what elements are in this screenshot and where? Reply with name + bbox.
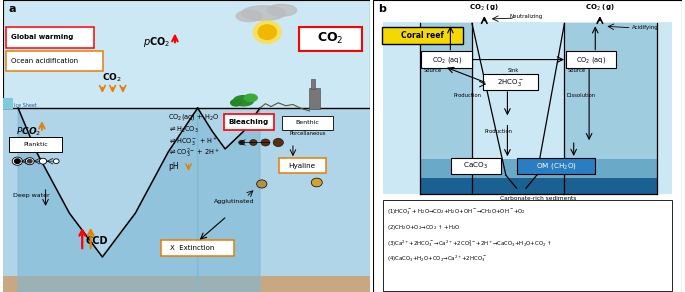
FancyBboxPatch shape bbox=[3, 108, 370, 292]
Text: CaCO$_3$: CaCO$_3$ bbox=[464, 161, 488, 171]
FancyBboxPatch shape bbox=[382, 22, 673, 194]
Text: a: a bbox=[9, 4, 16, 14]
Circle shape bbox=[250, 140, 257, 145]
Text: Bleaching: Bleaching bbox=[229, 119, 269, 125]
Text: $\rightleftharpoons$H$_2$CO$_3$: $\rightleftharpoons$H$_2$CO$_3$ bbox=[169, 125, 199, 135]
Text: Source: Source bbox=[423, 68, 441, 73]
Text: Acidifying: Acidifying bbox=[632, 25, 659, 30]
Text: 2HCO$_3^-$: 2HCO$_3^-$ bbox=[497, 77, 524, 88]
Text: Agglutinated: Agglutinated bbox=[214, 199, 255, 204]
FancyBboxPatch shape bbox=[3, 98, 12, 110]
Text: Coral reef: Coral reef bbox=[401, 31, 444, 39]
FancyBboxPatch shape bbox=[282, 116, 333, 130]
Circle shape bbox=[273, 138, 284, 147]
Circle shape bbox=[258, 25, 277, 39]
Text: Ice Sheet: Ice Sheet bbox=[14, 103, 36, 108]
FancyBboxPatch shape bbox=[310, 88, 320, 110]
Circle shape bbox=[257, 180, 267, 188]
FancyBboxPatch shape bbox=[310, 79, 315, 89]
Circle shape bbox=[25, 158, 34, 165]
Ellipse shape bbox=[245, 94, 257, 102]
FancyBboxPatch shape bbox=[566, 51, 616, 68]
FancyBboxPatch shape bbox=[382, 200, 673, 291]
Text: CO$_2$ (g): CO$_2$ (g) bbox=[585, 3, 614, 13]
Text: Global warming: Global warming bbox=[12, 34, 74, 40]
Text: Carbonate-rich sediments: Carbonate-rich sediments bbox=[500, 196, 576, 201]
Text: Production: Production bbox=[484, 129, 512, 134]
FancyBboxPatch shape bbox=[419, 23, 472, 194]
Text: CCD: CCD bbox=[86, 236, 108, 246]
Text: X  Extinction: X Extinction bbox=[170, 245, 214, 251]
FancyBboxPatch shape bbox=[299, 27, 362, 51]
FancyBboxPatch shape bbox=[162, 240, 234, 256]
FancyBboxPatch shape bbox=[419, 178, 657, 194]
Text: Hyaline: Hyaline bbox=[288, 163, 316, 168]
Text: Sink: Sink bbox=[508, 68, 519, 73]
Ellipse shape bbox=[231, 100, 242, 106]
Text: Production: Production bbox=[453, 93, 482, 98]
Ellipse shape bbox=[236, 11, 262, 22]
Text: CO$_2$ (aq): CO$_2$ (aq) bbox=[576, 55, 606, 65]
Text: pH: pH bbox=[169, 162, 179, 171]
Circle shape bbox=[253, 21, 282, 43]
Text: (2)CH$_2$O+O$_2$→CO$_2$ ↑ +H$_2$O: (2)CH$_2$O+O$_2$→CO$_2$ ↑ +H$_2$O bbox=[387, 223, 461, 232]
Text: b: b bbox=[378, 4, 386, 14]
Polygon shape bbox=[18, 108, 198, 292]
Text: Planktic: Planktic bbox=[23, 142, 48, 147]
Text: CO$_2$ (g): CO$_2$ (g) bbox=[469, 3, 499, 13]
Circle shape bbox=[12, 157, 23, 165]
Text: $p$CO$_2$: $p$CO$_2$ bbox=[142, 35, 170, 49]
Ellipse shape bbox=[242, 6, 286, 20]
FancyBboxPatch shape bbox=[279, 158, 325, 173]
Ellipse shape bbox=[234, 95, 253, 106]
Text: (1)HCO$_3^-$+ H$_2$O→CO$_2$+H$_2$O+OH$^-$→CH$_2$O+OH$^-$+O$_2$: (1)HCO$_3^-$+ H$_2$O→CO$_2$+H$_2$O+OH$^-… bbox=[387, 208, 526, 218]
Text: Deep water: Deep water bbox=[12, 193, 49, 198]
Text: Porcellaneous: Porcellaneous bbox=[289, 131, 326, 136]
Circle shape bbox=[14, 159, 20, 164]
Circle shape bbox=[311, 178, 322, 187]
FancyBboxPatch shape bbox=[373, 0, 682, 292]
Text: Ocean acidification: Ocean acidification bbox=[12, 58, 79, 64]
Circle shape bbox=[238, 140, 245, 145]
FancyBboxPatch shape bbox=[419, 159, 657, 194]
Text: CO$_2$: CO$_2$ bbox=[317, 31, 344, 46]
FancyBboxPatch shape bbox=[3, 0, 370, 292]
Text: (3)Ca$^{2+}$+2HCO$_3^-$→Ca$^{2+}$+2CO$_3^{2-}$+2H$^+$→CaCO$_3$+H$_2$O+CO$_2$ ↑: (3)Ca$^{2+}$+2HCO$_3^-$→Ca$^{2+}$+2CO$_3… bbox=[387, 238, 552, 249]
FancyBboxPatch shape bbox=[3, 276, 370, 292]
Text: $P$CO$_2$: $P$CO$_2$ bbox=[16, 125, 41, 138]
Text: CO$_2$: CO$_2$ bbox=[101, 71, 121, 84]
FancyBboxPatch shape bbox=[451, 158, 501, 174]
Text: (4)CaCO$_3$+H$_2$O+CO$_2$→Ca$^{2+}$+2HCO$_3^-$: (4)CaCO$_3$+H$_2$O+CO$_2$→Ca$^{2+}$+2HCO… bbox=[387, 253, 487, 264]
FancyBboxPatch shape bbox=[6, 51, 103, 71]
FancyBboxPatch shape bbox=[6, 27, 94, 48]
Circle shape bbox=[53, 159, 59, 164]
FancyBboxPatch shape bbox=[517, 158, 595, 174]
Text: OM (CH$_2$O): OM (CH$_2$O) bbox=[536, 161, 577, 171]
Text: Neutralizing: Neutralizing bbox=[509, 14, 543, 20]
FancyBboxPatch shape bbox=[10, 137, 62, 152]
Text: CO$_2$ (aq): CO$_2$ (aq) bbox=[432, 55, 462, 65]
Text: CO$_2$(aq) + H$_2$O: CO$_2$(aq) + H$_2$O bbox=[169, 112, 220, 122]
Circle shape bbox=[27, 159, 32, 163]
Text: Source: Source bbox=[567, 68, 586, 73]
Circle shape bbox=[39, 158, 47, 164]
Text: $\rightleftharpoons$HCO$_3^-$ + H$^+$: $\rightleftharpoons$HCO$_3^-$ + H$^+$ bbox=[169, 135, 219, 148]
Circle shape bbox=[261, 139, 270, 146]
FancyBboxPatch shape bbox=[382, 27, 463, 44]
FancyBboxPatch shape bbox=[483, 74, 538, 90]
FancyBboxPatch shape bbox=[564, 23, 657, 194]
Polygon shape bbox=[198, 108, 260, 292]
Ellipse shape bbox=[267, 4, 297, 16]
Text: Benthic: Benthic bbox=[296, 120, 319, 125]
Text: Dissolution: Dissolution bbox=[566, 93, 596, 98]
Text: $\rightleftharpoons$CO$_3^{2-}$ + 2H$^+$: $\rightleftharpoons$CO$_3^{2-}$ + 2H$^+$ bbox=[169, 147, 221, 160]
FancyBboxPatch shape bbox=[421, 51, 472, 68]
FancyBboxPatch shape bbox=[224, 114, 274, 130]
